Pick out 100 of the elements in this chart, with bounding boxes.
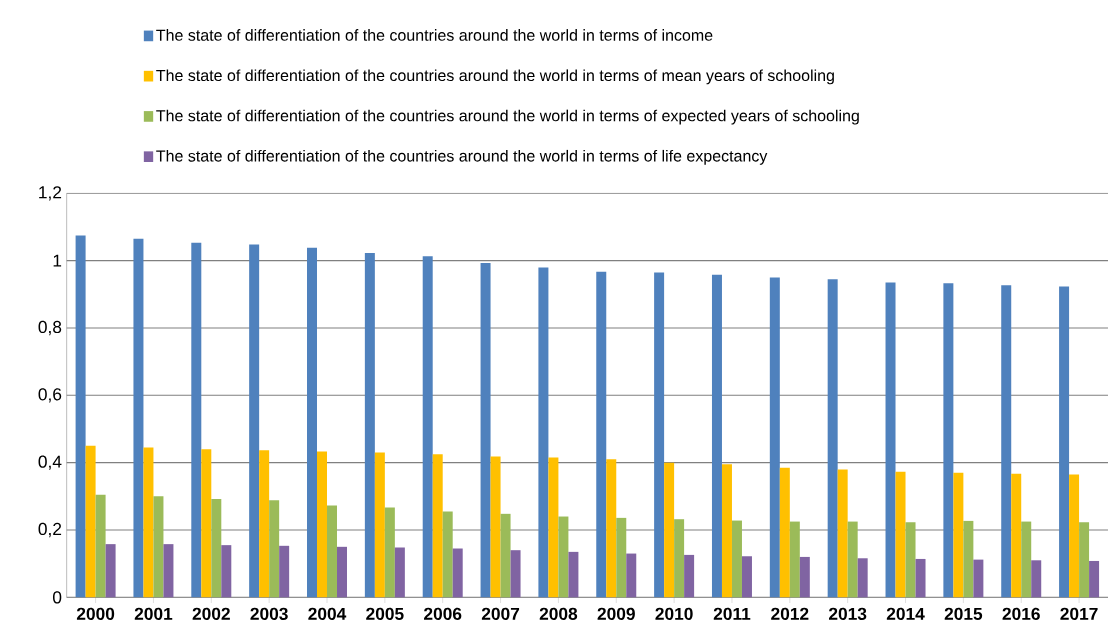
bar xyxy=(684,555,695,598)
bar xyxy=(769,277,780,598)
x-tick-label: 2015 xyxy=(944,607,983,621)
bar xyxy=(1011,473,1022,598)
y-tick-label: 1,2 xyxy=(39,186,62,201)
y-tick-label: 0,8 xyxy=(38,321,62,336)
bar xyxy=(480,263,491,598)
bar xyxy=(374,452,385,598)
bar xyxy=(1089,561,1100,598)
bar xyxy=(885,282,896,598)
x-tick-label: 2014 xyxy=(886,607,925,621)
bar xyxy=(895,471,906,598)
bar xyxy=(452,548,463,598)
bar xyxy=(327,505,337,598)
x-tick-label: 2013 xyxy=(829,607,867,621)
legend-label: The state of differentiation of the countries around the world in terms of income xyxy=(156,29,713,42)
bar xyxy=(85,445,96,598)
y-tick-label: 0,4 xyxy=(38,455,62,470)
bar xyxy=(674,519,685,598)
bar xyxy=(915,559,926,598)
bar xyxy=(191,242,202,598)
bar xyxy=(364,253,375,598)
bar xyxy=(654,272,665,598)
bar xyxy=(259,450,270,598)
bar xyxy=(943,283,954,598)
bar xyxy=(606,459,617,598)
bar xyxy=(711,274,722,598)
bar xyxy=(548,457,559,598)
bar xyxy=(1069,474,1080,598)
x-tick-label: 2003 xyxy=(250,607,288,621)
bar xyxy=(500,514,511,598)
bar xyxy=(384,507,395,598)
bar xyxy=(664,462,675,598)
bar xyxy=(95,494,106,598)
x-tick-label: 2008 xyxy=(539,607,578,621)
bar xyxy=(442,511,453,598)
bar xyxy=(510,550,521,598)
bar xyxy=(721,464,732,598)
bar xyxy=(731,520,742,598)
bar xyxy=(538,267,549,598)
bar xyxy=(432,454,443,598)
y-tick-label: 0,2 xyxy=(38,523,62,538)
bar xyxy=(953,472,964,598)
bar xyxy=(626,553,637,598)
bar xyxy=(857,558,868,598)
bar xyxy=(1021,521,1032,598)
bar xyxy=(337,546,347,598)
x-tick-label: 2016 xyxy=(1002,607,1040,621)
x-tick-label: 2004 xyxy=(308,607,347,621)
x-tick-label: 2007 xyxy=(481,607,520,621)
x-tick-label: 2009 xyxy=(597,607,635,621)
bar xyxy=(105,544,116,598)
bar xyxy=(249,244,260,598)
x-tick-label: 2017 xyxy=(1060,607,1098,621)
bar xyxy=(847,521,858,598)
bar xyxy=(973,559,984,598)
x-tick-label: 2000 xyxy=(76,607,115,621)
bar xyxy=(143,447,154,598)
bar xyxy=(317,451,327,598)
bar xyxy=(827,279,838,598)
bar xyxy=(75,235,86,598)
bar xyxy=(394,547,405,598)
bar xyxy=(741,556,752,598)
y-tick-label: 0,6 xyxy=(38,388,62,403)
bar xyxy=(616,518,627,598)
x-tick-label: 2010 xyxy=(655,607,693,621)
bar xyxy=(422,256,433,598)
bar xyxy=(133,238,144,598)
bar xyxy=(799,557,810,598)
y-tick-label: 0 xyxy=(52,591,62,604)
x-tick-label: 2002 xyxy=(192,607,230,621)
bar xyxy=(558,516,569,598)
y-tick-label: 1 xyxy=(53,254,62,267)
x-tick-label: 2005 xyxy=(366,607,404,621)
bar xyxy=(837,469,848,598)
bar xyxy=(779,467,790,598)
bar xyxy=(307,248,317,598)
x-tick-label: 2012 xyxy=(771,607,809,621)
bar xyxy=(201,449,212,598)
bar xyxy=(1001,285,1012,598)
x-tick-label: 2001 xyxy=(134,607,173,621)
bar xyxy=(163,544,174,598)
legend-label: The state of differentiation of the countries around the world in terms of expected years of schooling xyxy=(156,109,859,125)
bar xyxy=(211,499,222,598)
bar xyxy=(1059,286,1070,598)
legend-label: The state of differentiation of the countries around the world in terms of mean years of schooling xyxy=(156,69,834,85)
x-tick-label: 2011 xyxy=(713,607,751,621)
bar xyxy=(963,521,974,598)
bar xyxy=(789,521,800,598)
bar xyxy=(596,271,607,598)
bar xyxy=(490,456,501,598)
bar xyxy=(153,496,164,598)
bar xyxy=(568,552,579,598)
bar xyxy=(279,545,290,598)
x-tick-label: 2006 xyxy=(424,607,462,621)
bar xyxy=(905,522,916,598)
bar xyxy=(269,500,280,598)
bar xyxy=(1031,560,1042,598)
bar xyxy=(221,545,232,598)
legend-label: The state of differentiation of the countries around the world in terms of life expectancy xyxy=(156,150,768,165)
